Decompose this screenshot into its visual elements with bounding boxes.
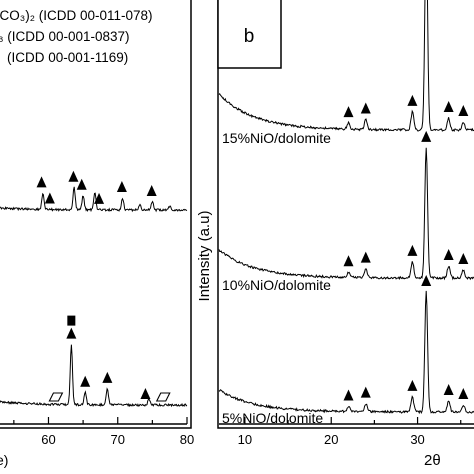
panel-a-series-2-marker-2-square bbox=[67, 315, 76, 326]
panel-b-series-2-marker-3-triangle bbox=[407, 244, 418, 256]
panel-b-series-1-marker-3-triangle bbox=[407, 94, 418, 106]
panel-b-series-3-marker-2-triangle bbox=[360, 386, 371, 398]
panel-b-trace-1 bbox=[218, 0, 474, 132]
panel-b-series-label-1: 15%NiO/dolomite bbox=[222, 130, 331, 146]
panel-a: (CO₃)₂ (ICDD 00-011-078) ₃ (ICDD 00-001-… bbox=[0, 0, 194, 468]
panel-a-series-1-marker-2-triangle bbox=[44, 192, 55, 204]
panel-b-traces bbox=[218, 0, 474, 415]
panel-a-series-1-marker-7-triangle bbox=[146, 184, 157, 196]
panel-b-series-2-marker-6-triangle bbox=[458, 252, 469, 264]
panel-b-series-2-marker-2-triangle bbox=[360, 251, 371, 263]
panel-a-legend-line-3: (ICDD 00-001-1169) bbox=[7, 50, 128, 65]
panel-b-series-3-marker-1-triangle bbox=[343, 389, 354, 401]
panel-a-series-2-marker-5-triangle bbox=[140, 387, 151, 399]
panel-b-series-label-2: 10%NiO/dolomite bbox=[222, 277, 331, 293]
panel-a-series-1-marker-1-triangle bbox=[36, 176, 47, 188]
panel-b-label-box bbox=[217, 0, 282, 69]
panel-a-series-2-marker-7-parallelogram bbox=[155, 392, 171, 402]
panel-a-x-tick-label: 80 bbox=[180, 432, 194, 447]
panel-b-series-2-marker-1-triangle bbox=[343, 255, 354, 267]
panel-b-series-label-3: 5%NiO/dolomite bbox=[222, 410, 323, 426]
panel-b-series-3-marker-4-triangle bbox=[421, 274, 432, 286]
panel-b-x-axis: 10 20 30 bbox=[219, 417, 474, 447]
panel-b-x-axis-label: 2θ bbox=[424, 452, 441, 469]
panel-b: b Intensity (a.u) 10 20 30 15%NiO/dolomite… bbox=[196, 0, 474, 469]
panel-b-series-1-marker-2-triangle bbox=[360, 102, 371, 114]
panel-a-x-axis-label: e) bbox=[0, 452, 8, 468]
panel-b-series-3-marker-5-triangle bbox=[443, 383, 454, 395]
panel-a-peak-markers bbox=[36, 170, 171, 402]
panel-b-series-3-marker-3-triangle bbox=[407, 379, 418, 391]
panel-a-series-1-marker-6-triangle bbox=[116, 180, 127, 192]
panel-a-series-2-marker-3-triangle bbox=[80, 375, 91, 387]
panel-b-frame bbox=[217, 0, 474, 429]
panel-a-trace-2 bbox=[0, 344, 188, 408]
panel-a-series-1-marker-3-triangle bbox=[68, 170, 79, 182]
panel-b-y-axis-label: Intensity (a.u) bbox=[196, 211, 213, 302]
panel-a-series-1-marker-5-triangle bbox=[94, 192, 105, 204]
panel-a-series-1-marker-4-triangle bbox=[76, 178, 87, 190]
panel-a-x-axis: 60 70 80 bbox=[0, 417, 194, 447]
panel-b-peak-markers bbox=[343, 94, 469, 401]
panel-a-x-tick-label: 60 bbox=[41, 432, 55, 447]
panel-a-legend-line-1: (CO₃)₂ (ICDD 00-011-078) bbox=[0, 8, 153, 23]
panel-a-traces bbox=[0, 186, 188, 408]
panel-b-trace-2 bbox=[218, 147, 474, 281]
panel-a-series-2-marker-6-parallelogram bbox=[48, 392, 64, 402]
panel-b-series-1-marker-5-triangle bbox=[443, 100, 454, 112]
panel-a-trace-1 bbox=[0, 186, 188, 213]
panel-b-series-3-marker-6-triangle bbox=[458, 387, 469, 399]
panel-b-label: b bbox=[244, 26, 255, 47]
panel-b-trace-3 bbox=[218, 290, 474, 415]
panel-b-x-tick-label: 10 bbox=[238, 432, 252, 447]
panel-b-series-1-marker-6-triangle bbox=[458, 104, 469, 116]
panel-a-x-tick-label: 70 bbox=[111, 432, 125, 447]
panel-a-frame bbox=[0, 0, 192, 429]
panel-a-series-2-marker-4-triangle bbox=[102, 371, 113, 383]
panel-b-series-2-marker-5-triangle bbox=[443, 248, 454, 260]
panel-a-series-2-marker-1-triangle bbox=[66, 327, 77, 339]
panel-b-x-tick-label: 20 bbox=[324, 432, 338, 447]
panel-b-series-2-marker-4-triangle bbox=[421, 130, 432, 142]
panel-a-legend-line-2: ₃ (ICDD 00-001-0837) bbox=[0, 29, 130, 44]
panel-b-x-tick-label: 30 bbox=[410, 432, 424, 447]
panel-b-series-1-marker-1-triangle bbox=[343, 106, 354, 118]
